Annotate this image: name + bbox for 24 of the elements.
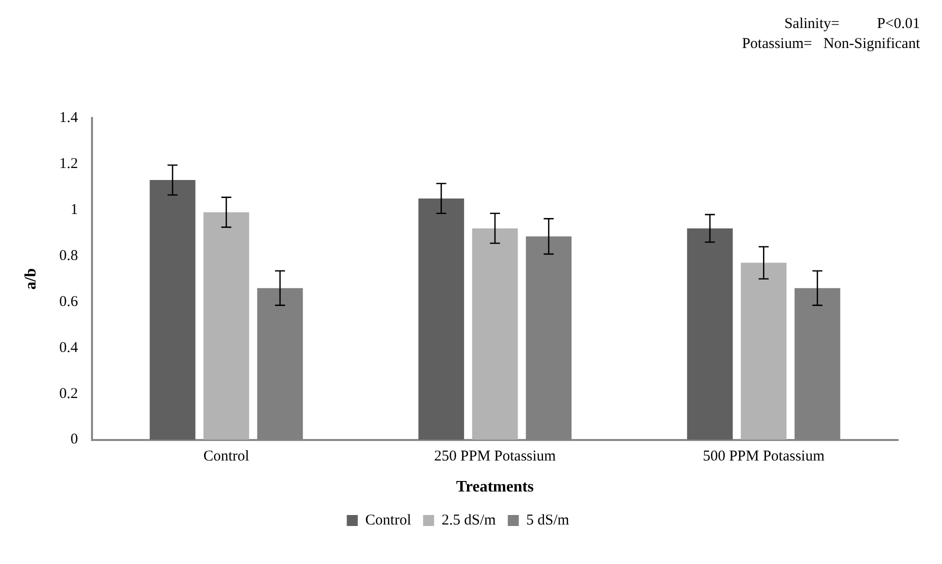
bar: [472, 228, 518, 440]
y-tick-label: 0.4: [59, 340, 78, 356]
bar: [203, 212, 250, 440]
bar: [418, 198, 464, 440]
bar: [740, 262, 786, 440]
y-tick-label: 0.8: [59, 248, 78, 264]
text: Salinity= P<0.01: [783, 15, 920, 34]
y-tick-label: 0: [70, 432, 78, 448]
x-tick-label: Control: [203, 448, 250, 465]
y-tick-label: 0.6: [59, 294, 78, 310]
legend-label: Control: [365, 512, 412, 528]
legend-label: 5 dS/m: [526, 512, 570, 528]
text: Potassium= Non-Significant: [742, 35, 920, 54]
y-tick-label: 0.2: [59, 386, 78, 402]
bar: [687, 228, 733, 440]
y-tick-label: 1.4: [59, 110, 78, 126]
legend-label: 2.5 dS/m: [442, 512, 496, 528]
y-axis-title: a/b: [22, 268, 40, 290]
y-tick-label: 1.2: [59, 156, 78, 172]
x-tick-label: 250 PPM Potassium: [434, 448, 556, 465]
x-axis-title: Treatments: [456, 478, 534, 496]
x-tick-label: 500 PPM Potassium: [702, 448, 825, 465]
y-tick-label: 1: [70, 202, 78, 218]
bar: [150, 180, 196, 440]
